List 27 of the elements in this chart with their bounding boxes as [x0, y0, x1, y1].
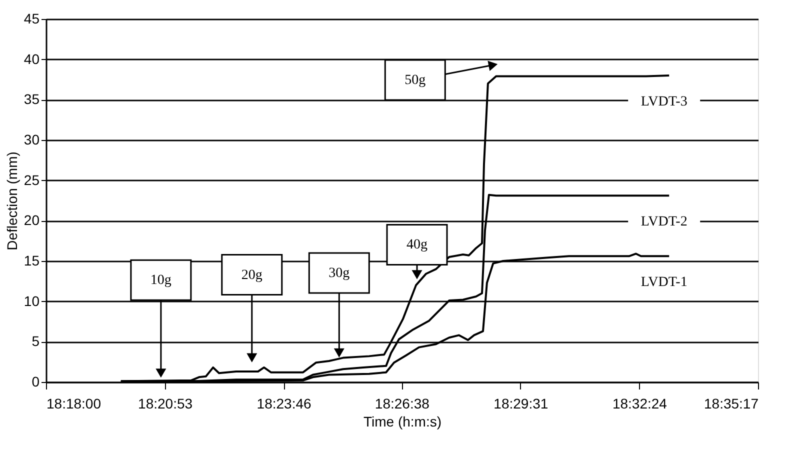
- annotation: 20g: [241, 268, 262, 283]
- series-label: LVDT-3: [640, 94, 688, 110]
- annotation: 40g: [406, 238, 428, 253]
- x-tick-label: 18:35:17: [704, 396, 759, 412]
- series-label: LVDT-2: [640, 214, 688, 230]
- x-tick-label: 18:20:53: [138, 396, 193, 412]
- y-tick-label: 25: [24, 172, 40, 188]
- y-tick-label: 35: [24, 91, 40, 108]
- annotation: 30g: [328, 266, 350, 281]
- annotation: 50g: [404, 72, 426, 88]
- y-tick-label: 0: [32, 374, 40, 390]
- y-tick-label: 5: [32, 333, 40, 350]
- y-tick-label: 30: [24, 132, 40, 148]
- x-axis-title: Time (h:m:s): [363, 414, 442, 430]
- series-label: LVDT-1: [640, 275, 688, 290]
- y-tick-label: 10: [24, 292, 40, 309]
- x-tick-label: 18:18:00: [46, 396, 102, 412]
- x-tick-label: 18:26:38: [374, 396, 430, 412]
- y-axis-title: Deflection (mm): [4, 152, 20, 250]
- x-tick-label: 18:32:24: [612, 396, 668, 412]
- y-tick-label: 40: [24, 50, 40, 67]
- y-tick-label: 15: [24, 252, 40, 268]
- y-tick-label: 20: [24, 212, 40, 228]
- annotation: 10g: [150, 273, 172, 288]
- x-tick-label: 18:23:46: [256, 396, 312, 412]
- y-tick-label: 45: [24, 10, 40, 26]
- x-tick-label: 18:29:31: [494, 396, 548, 412]
